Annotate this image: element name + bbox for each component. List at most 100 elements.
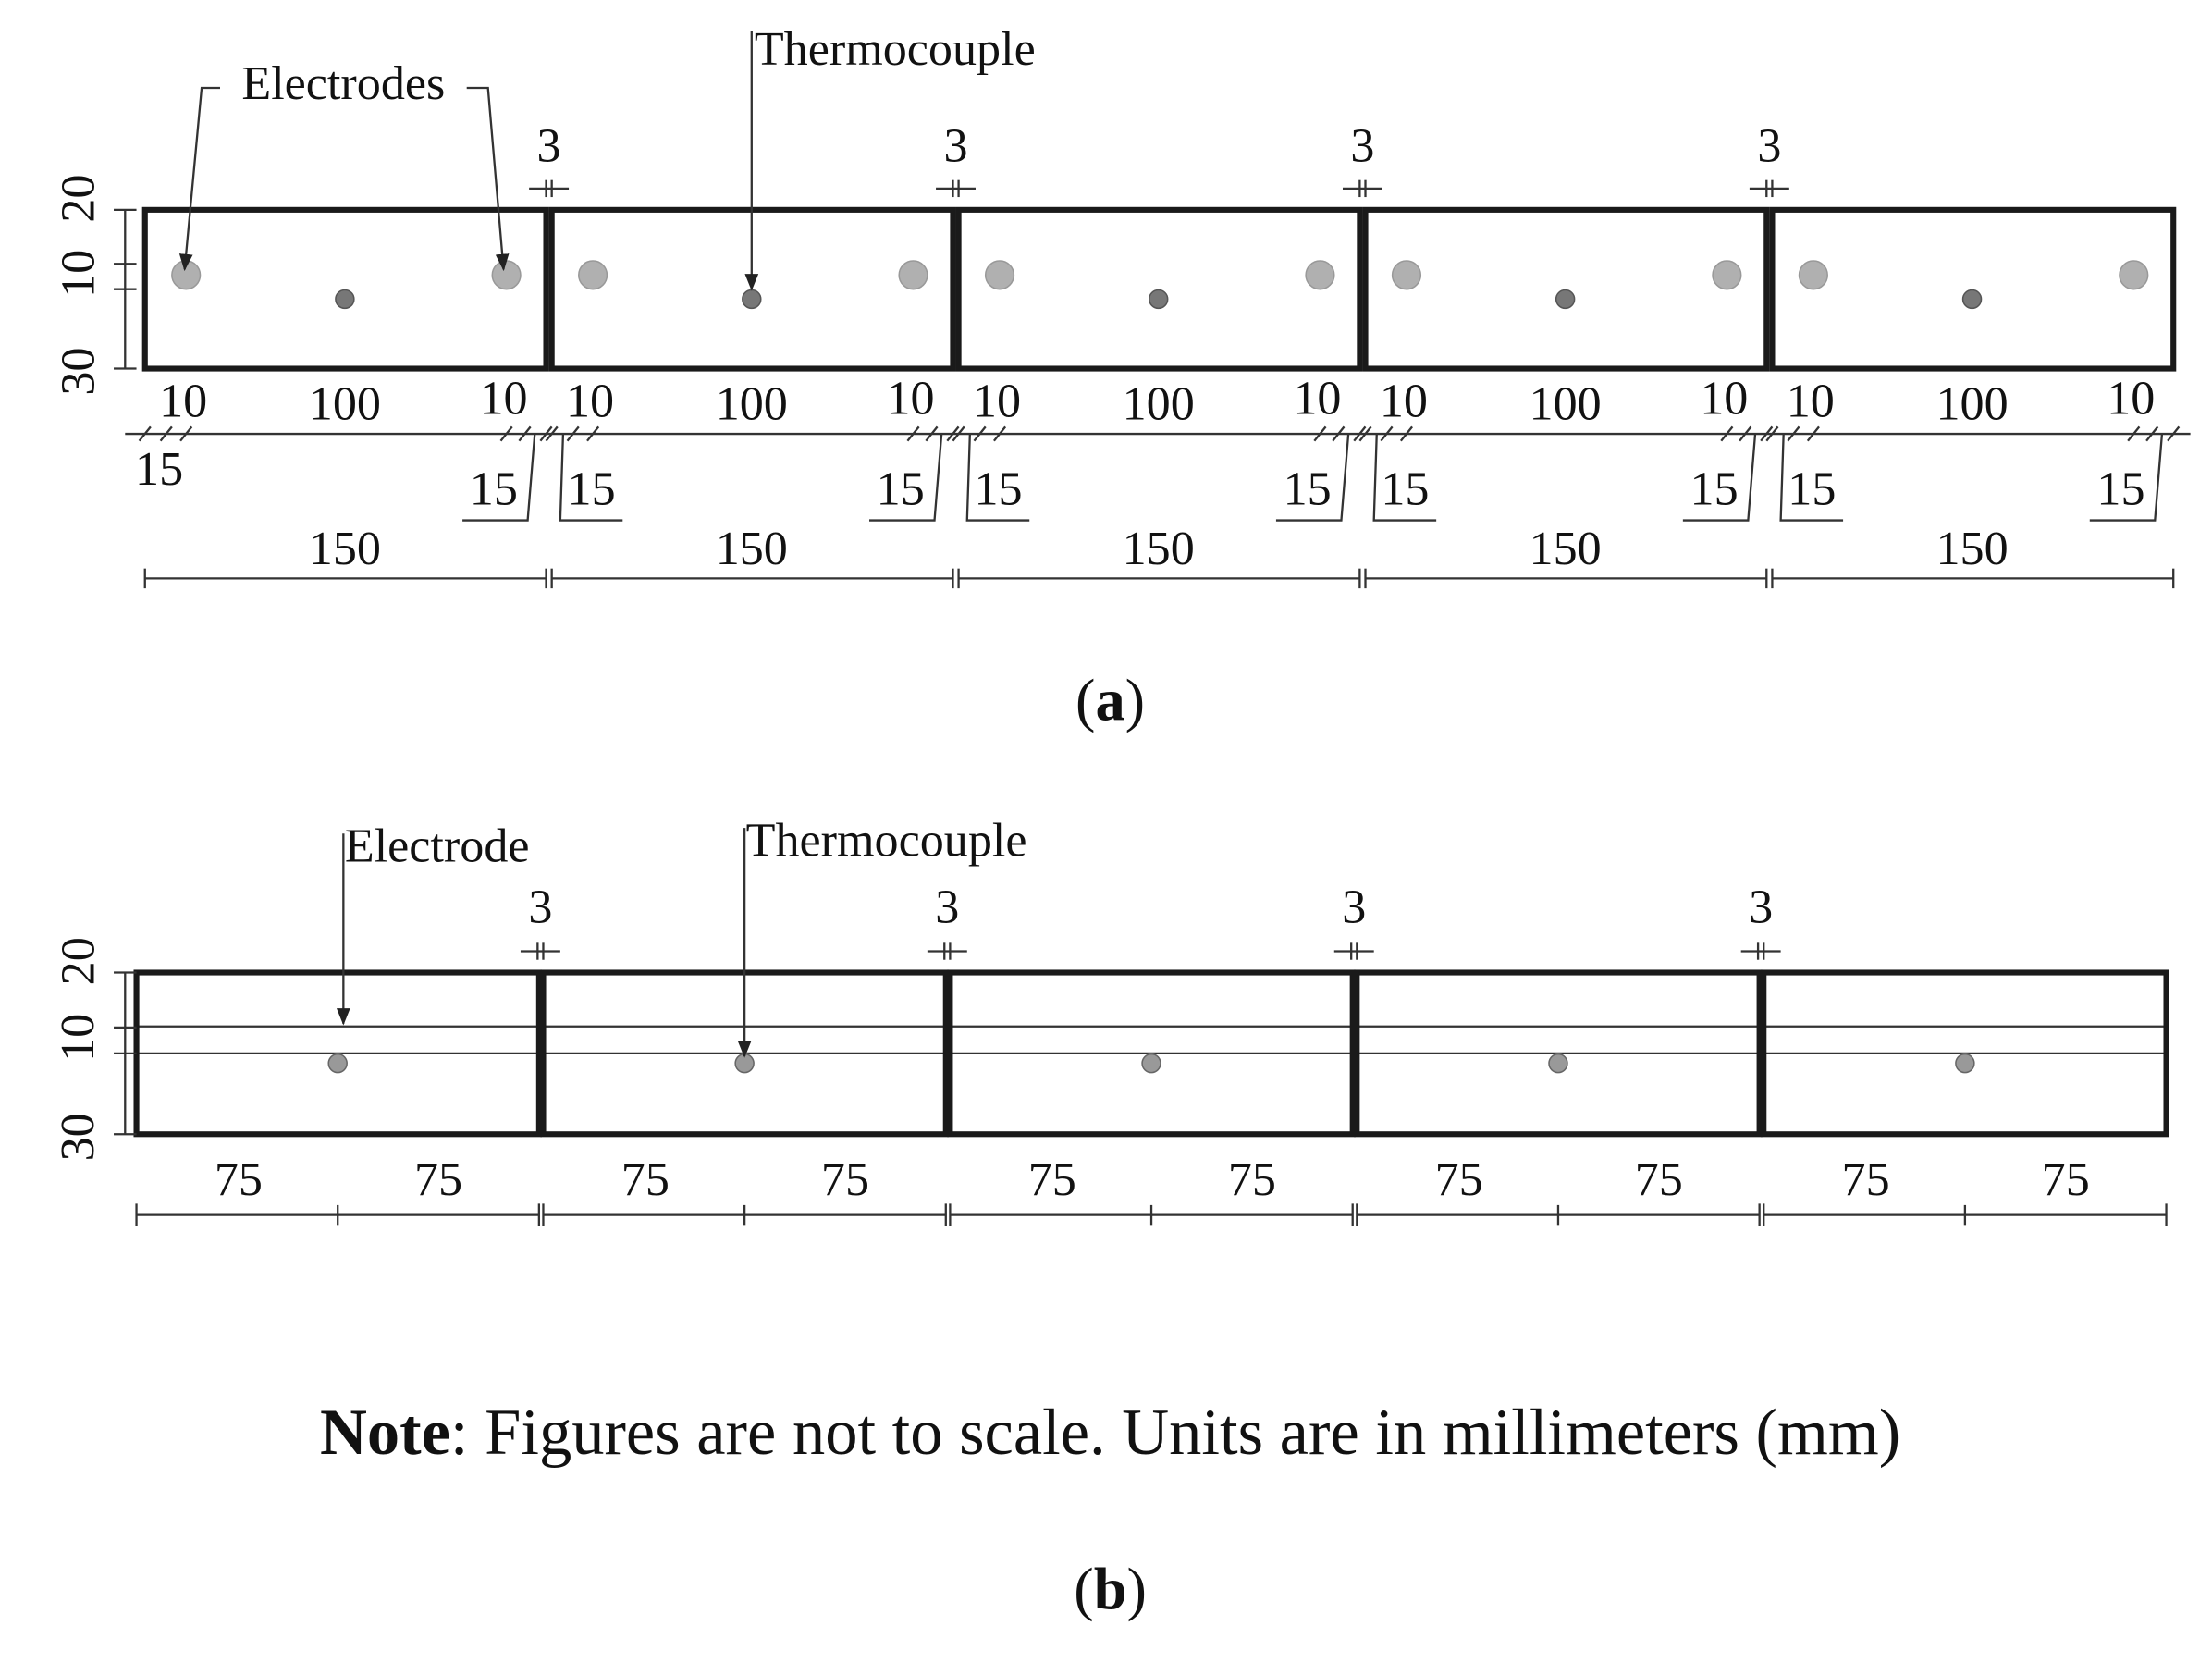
gap-dim-label: 3 xyxy=(943,119,967,172)
electrode xyxy=(734,1053,755,1074)
leader-line xyxy=(462,433,536,522)
caption-part: ) xyxy=(1126,1556,1146,1621)
dim-label: 15 xyxy=(135,443,183,496)
caption-part: a xyxy=(1096,667,1125,733)
dim-label: 150 xyxy=(1936,523,2008,575)
dim-label: 75 xyxy=(1635,1153,1683,1206)
dim-label: 75 xyxy=(1435,1153,1483,1206)
leader-line xyxy=(1372,434,1437,522)
specimen-block xyxy=(1761,969,2169,1138)
gap-dim-label: 3 xyxy=(1749,881,1773,934)
electrode xyxy=(327,1053,348,1074)
dim-label: 150 xyxy=(1530,523,1602,575)
gap-dim-label: 3 xyxy=(935,881,959,934)
dim-label: 15 xyxy=(1284,462,1332,515)
dim-label: 10 xyxy=(1700,372,1748,425)
leader-line xyxy=(1275,433,1350,522)
electrode xyxy=(578,260,608,290)
dim-label: 150 xyxy=(716,523,788,575)
height-dim-label: 20 xyxy=(52,937,104,985)
note-label: Note xyxy=(320,1397,450,1469)
gap-dim-label: 3 xyxy=(528,881,552,934)
electrode xyxy=(1305,260,1335,290)
dim-label: 10 xyxy=(2107,372,2155,425)
caption-part: ( xyxy=(1075,667,1095,733)
dim-label: 100 xyxy=(309,377,381,430)
dim-label: 10 xyxy=(973,375,1021,427)
specimen-block xyxy=(141,206,549,372)
specimen-block xyxy=(1354,969,1763,1138)
caption: (b) xyxy=(1074,1556,1147,1621)
leader-line xyxy=(1779,434,1844,522)
caption-part: ( xyxy=(1074,1556,1093,1621)
dim-label: 15 xyxy=(974,462,1022,515)
gap-dim-label: 3 xyxy=(537,119,561,172)
dim-label: 75 xyxy=(1842,1153,1890,1206)
specimen-block xyxy=(947,969,1356,1138)
caption: (a) xyxy=(1075,667,1145,733)
leader-line xyxy=(1682,433,1757,522)
dim-label: 100 xyxy=(1936,377,2008,430)
electrode xyxy=(1955,1053,1975,1074)
callout-label: Thermocouple xyxy=(755,23,1036,76)
dim-label: 10 xyxy=(1787,375,1835,427)
electrode xyxy=(2119,260,2149,290)
leader-line xyxy=(869,433,943,522)
specimen-block xyxy=(1362,206,1770,372)
leader-line xyxy=(965,434,1030,522)
electrode xyxy=(1391,260,1422,290)
thermocouple xyxy=(1148,289,1169,310)
dim-label: 10 xyxy=(159,375,207,427)
specimen-block xyxy=(1769,206,2177,372)
electrode xyxy=(1548,1053,1568,1074)
dim-label: 15 xyxy=(1788,462,1836,515)
dim-label: 15 xyxy=(568,462,616,515)
height-dim-label: 30 xyxy=(52,348,104,396)
caption-part: ) xyxy=(1125,667,1145,733)
dim-label: 15 xyxy=(2096,462,2144,515)
dim-label: 150 xyxy=(1123,523,1195,575)
dim-label: 10 xyxy=(479,372,527,425)
dim-label: 10 xyxy=(1293,372,1341,425)
callout-label: Electrodes xyxy=(241,57,445,110)
dim-label: 75 xyxy=(414,1153,462,1206)
dim-label: 75 xyxy=(821,1153,869,1206)
caption-part: b xyxy=(1094,1556,1127,1621)
dim-label: 75 xyxy=(621,1153,670,1206)
note: Note: Figures are not to scale. Units ar… xyxy=(320,1397,1900,1469)
dim-label: 10 xyxy=(566,375,614,427)
dim-label: 10 xyxy=(1380,375,1428,427)
callout-line xyxy=(466,86,510,272)
dim-label: 15 xyxy=(877,462,925,515)
thermocouple xyxy=(335,289,355,310)
gap-dim-label: 3 xyxy=(1342,881,1366,934)
height-dim-label: 30 xyxy=(52,1113,104,1161)
height-dim-label: 10 xyxy=(52,1014,104,1062)
note-text: : Figures are not to scale. Units are in… xyxy=(450,1397,1900,1469)
dim-label: 150 xyxy=(309,523,381,575)
height-dim-label: 10 xyxy=(52,250,104,298)
gap-dim-label: 3 xyxy=(1350,119,1374,172)
electrode xyxy=(984,260,1015,290)
dim-label: 100 xyxy=(1530,377,1602,430)
leader-line xyxy=(559,434,623,522)
electrode xyxy=(1798,260,1828,290)
specimen-block xyxy=(955,206,1363,372)
callout-line xyxy=(178,86,220,272)
dim-label: 100 xyxy=(1123,377,1195,430)
height-dim-label: 20 xyxy=(52,175,104,223)
electrode xyxy=(491,260,522,290)
thermocouple xyxy=(742,289,762,310)
callout-label: Thermocouple xyxy=(746,815,1027,868)
dim-label: 75 xyxy=(1028,1153,1076,1206)
dim-label: 100 xyxy=(716,377,788,430)
leader-line xyxy=(2089,433,2164,522)
dim-label: 15 xyxy=(1381,462,1429,515)
thermocouple xyxy=(1555,289,1576,310)
electrode xyxy=(898,260,928,290)
dim-label: 75 xyxy=(215,1153,263,1206)
dim-label: 75 xyxy=(1228,1153,1276,1206)
dim-label: 75 xyxy=(2042,1153,2090,1206)
